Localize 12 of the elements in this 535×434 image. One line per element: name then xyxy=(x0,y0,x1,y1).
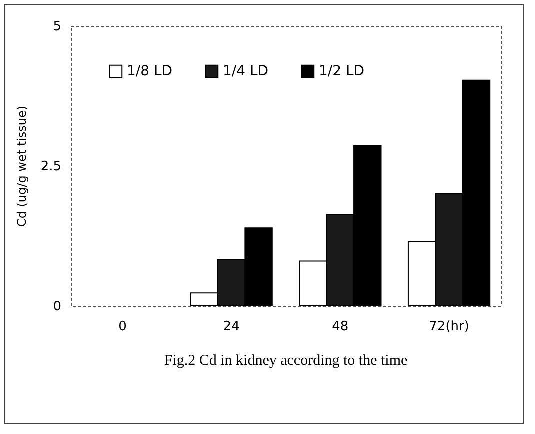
legend-label: 1/4 LD xyxy=(223,63,269,80)
x-tick-label: 24 xyxy=(223,320,240,334)
legend-label: 1/2 LD xyxy=(319,63,365,80)
text: Fig.2 Cd in kidney according to the time xyxy=(164,353,408,369)
y-tick-label: 5 xyxy=(53,20,62,34)
x-tick-label: 72(hr) xyxy=(429,320,470,334)
y-tick-label: 0 xyxy=(53,300,62,314)
x-tick-label: 0 xyxy=(118,320,127,334)
x-tick-label: 48 xyxy=(332,320,349,334)
legend-label: 1/8 LD xyxy=(127,63,173,80)
y-tick-label: 2.5 xyxy=(40,160,62,174)
y-axis-title: Cd (ug/g wet tissue) xyxy=(14,106,29,228)
